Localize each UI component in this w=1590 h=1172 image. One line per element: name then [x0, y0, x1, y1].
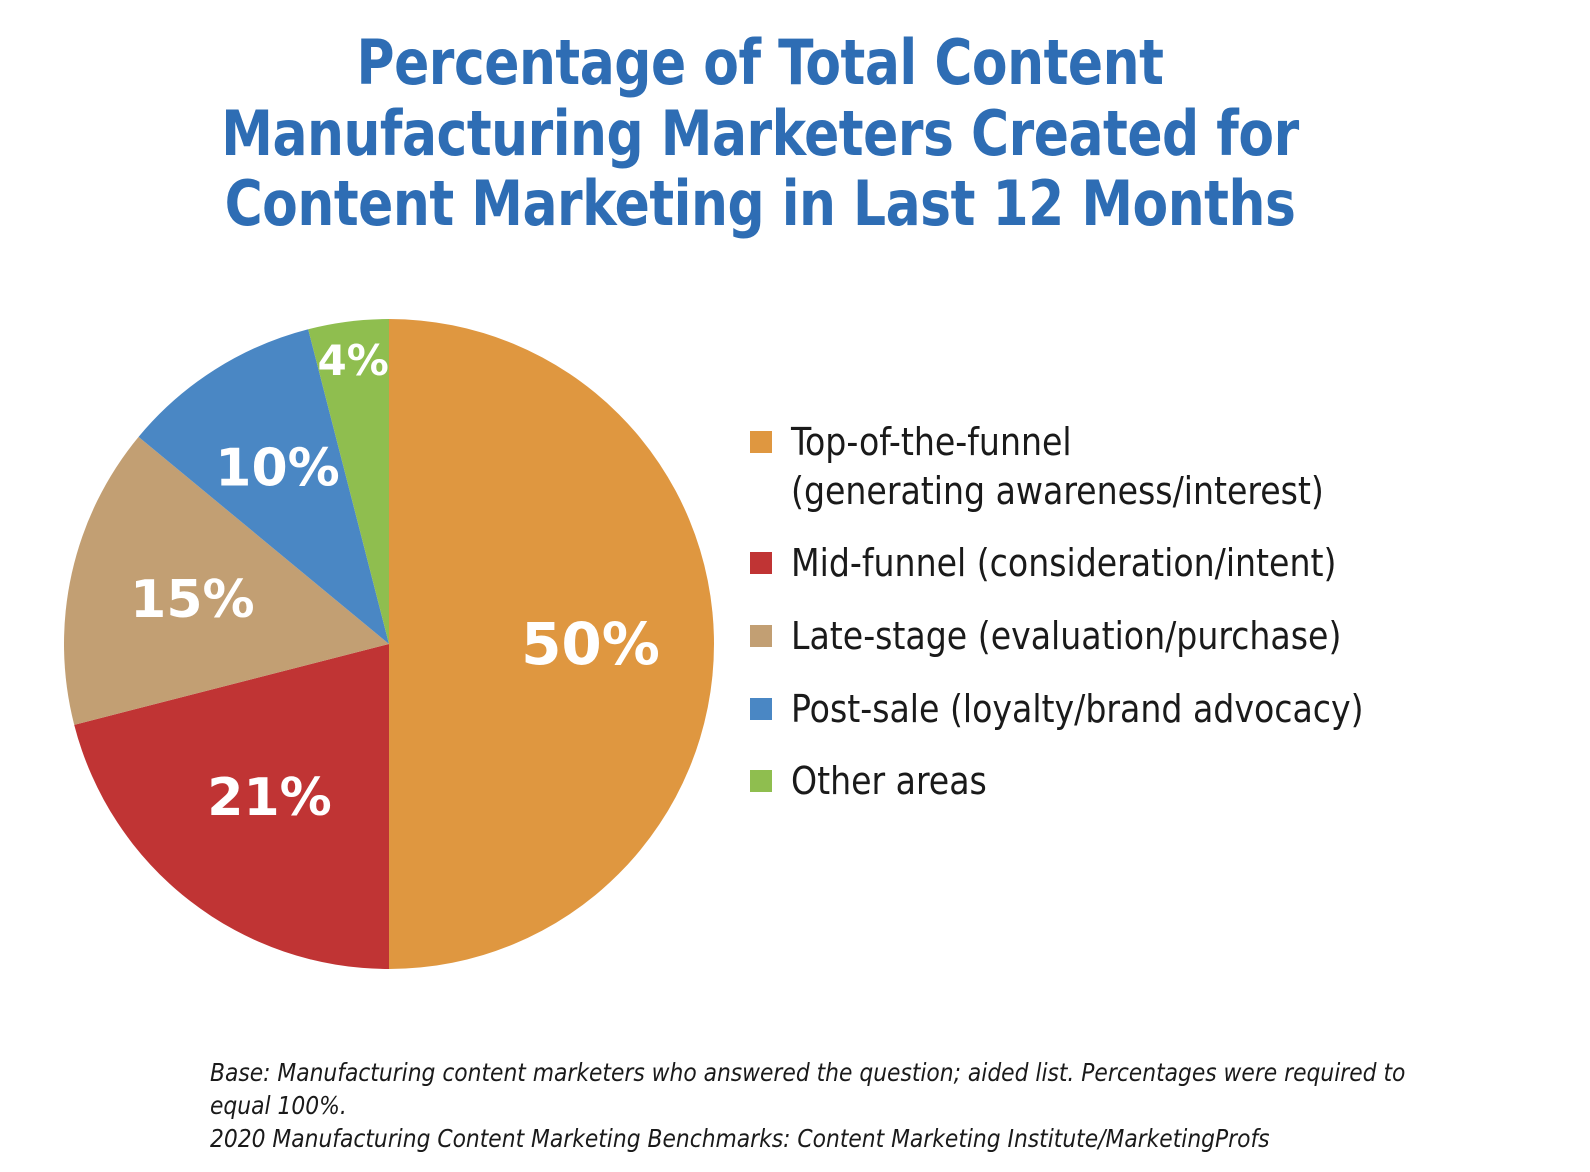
legend-swatch-icon [750, 624, 772, 647]
legend-item-label: Other areas [791, 759, 987, 804]
legend-swatch-icon [750, 770, 772, 793]
legend-item-label: Mid-funnel (consideration/intent) [791, 541, 1337, 586]
legend-item[interactable]: Top-of-the-funnel (generating awareness/… [750, 418, 1480, 515]
pie-slice-value-label: 10% [215, 438, 339, 498]
pie-slice[interactable] [308, 319, 389, 644]
pie-slice[interactable] [138, 329, 389, 644]
pie-slice-group [64, 319, 714, 969]
pie-label-group: 50% 21% 15% 10% 4% [130, 336, 660, 828]
footnote-line-source: 2020 Manufacturing Content Marketing Ben… [210, 1124, 1270, 1153]
legend-swatch-icon [750, 552, 772, 575]
pie-slice-value-label: 50% [521, 610, 660, 678]
pie-slice-value-label: 4% [318, 336, 389, 385]
pie-slice[interactable] [64, 436, 390, 725]
legend-swatch-icon [750, 431, 772, 453]
pie-slice[interactable] [389, 319, 714, 969]
chart-title: Percentage of Total Content Manufacturin… [221, 26, 1299, 241]
legend-item-label: Late-stage (evaluation/purchase) [791, 613, 1342, 658]
legend-item[interactable]: Other areas [750, 757, 1480, 806]
pie-chart-svg: 50% 21% 15% 10% 4% [64, 319, 714, 969]
legend-swatch-icon [750, 697, 772, 720]
legend-item[interactable]: Post-sale (loyalty/brand advocacy) [750, 685, 1480, 734]
legend-item-label: Top-of-the-funnel (generating awareness/… [791, 420, 1324, 513]
pie-slice[interactable] [74, 644, 390, 969]
legend-item[interactable]: Mid-funnel (consideration/intent) [750, 539, 1480, 588]
pie-slice-value-label: 15% [130, 570, 254, 630]
footnote-line-base: Base: Manufacturing content marketers wh… [210, 1058, 1406, 1120]
legend-item[interactable]: Late-stage (evaluation/purchase) [750, 612, 1480, 661]
legend-item-label: Post-sale (loyalty/brand advocacy) [791, 686, 1364, 731]
pie-chart-plot-area: 50% 21% 15% 10% 4% [59, 318, 719, 972]
pie-slice-value-label: 21% [207, 768, 331, 828]
chart-legend: Top-of-the-funnel (generating awareness/… [750, 418, 1480, 806]
chart-footnote: Base: Manufacturing content marketers wh… [210, 1056, 1471, 1155]
